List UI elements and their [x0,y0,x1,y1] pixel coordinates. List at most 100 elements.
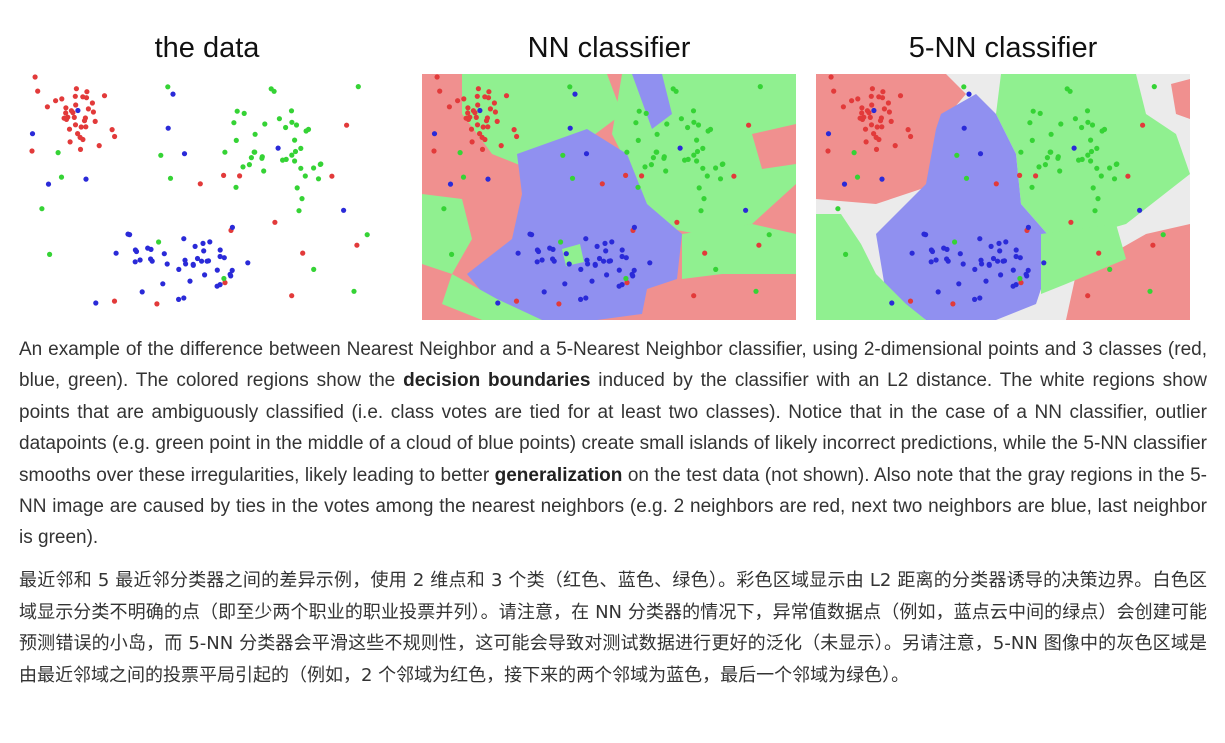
blue-point [609,239,615,245]
green-point [1107,165,1113,171]
region-green [442,274,542,320]
green-point [961,84,967,90]
region-green [996,74,1190,244]
blue-point [983,278,989,284]
red-point [77,146,84,152]
green-point [851,150,857,156]
green-point [569,175,576,181]
green-point [315,176,322,182]
blue-point [182,257,188,263]
blue-point [217,253,223,260]
green-point [1042,162,1048,168]
blue-point [619,253,625,260]
red-point [484,115,490,121]
blue-point [592,261,598,267]
red-point [840,104,846,110]
blue-point [603,248,609,254]
red-point [1018,280,1024,286]
blue-point [93,300,99,306]
red-point [859,105,865,111]
red-point [1085,293,1091,299]
green-point [1098,173,1104,179]
red-point [861,114,867,120]
green-point [1094,145,1100,151]
green-point [1085,119,1091,125]
red-point [474,93,480,99]
red-point [855,96,861,102]
red-point [90,109,96,115]
blue-point [977,151,984,157]
green-point [954,152,960,158]
green-point [280,157,286,163]
blue-point [229,267,235,273]
red-point [474,122,481,128]
region-blue [467,129,682,320]
region-red [422,74,492,169]
green-point [246,162,252,168]
blue-point [631,267,637,273]
green-point [694,137,700,143]
blue-point [944,256,950,262]
caption-text: on the test data (not shown). Also note … [19,464,1207,549]
blue-point [125,231,131,237]
blue-point [619,282,625,288]
blue-point [541,289,547,295]
region-green [682,224,796,279]
green-point [664,121,670,127]
green-point [318,161,324,167]
green-point [1151,84,1157,90]
green-point [268,86,274,92]
blue-point [978,257,984,263]
red-point [494,118,500,124]
blue-point [997,248,1003,254]
blue-point [204,258,210,264]
red-point [702,250,708,256]
green-point [705,128,711,134]
green-point [222,149,228,155]
blue-point [960,261,966,267]
green-point [757,84,763,90]
green-point [311,165,317,171]
green-point [1099,128,1105,134]
point-layer [825,74,1166,307]
green-point [713,165,719,171]
red-point [482,136,488,143]
red-point [329,173,335,179]
blue-point [1013,282,1019,288]
blue-point [977,236,983,242]
blue-point [1017,255,1023,261]
green-point [1029,137,1035,143]
green-point [460,174,467,180]
blue-point [841,181,848,187]
red-point [222,280,228,286]
red-point [344,122,350,128]
green-point [248,155,254,161]
green-point [1044,155,1050,161]
green-point [292,158,298,164]
blue-point [45,181,52,187]
blue-point [75,107,81,114]
green-point [221,275,227,282]
blue-point [187,278,193,284]
red-point [465,110,471,116]
red-point [465,105,471,111]
green-point [1018,149,1024,155]
red-point [475,86,481,92]
green-point [252,149,258,155]
blue-point [966,91,972,97]
blue-point [563,251,569,257]
caption-text: An example of the difference between Nea… [19,339,1207,392]
blue-point [961,125,967,131]
green-point [252,131,258,137]
red-point [32,74,38,80]
green-point [289,119,295,125]
blue-point [275,145,281,151]
red-point [876,94,882,100]
green-point [766,232,772,238]
data-scatter-plot [29,74,370,307]
blue-point [929,248,936,255]
red-point [1096,250,1102,256]
red-point [431,148,437,154]
blue-point [217,247,223,253]
red-point [849,98,855,104]
